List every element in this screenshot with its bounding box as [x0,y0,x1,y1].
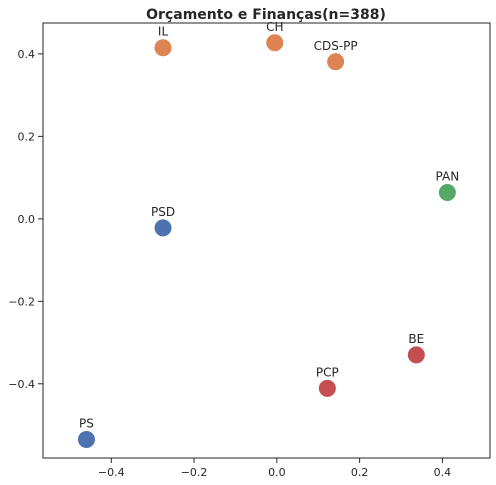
data-point-ch [265,33,285,53]
plot-frame [42,22,491,459]
y-tick-label: −0.4 [8,378,35,391]
x-tick-label: 0.0 [268,466,286,479]
y-tick-label: 0.4 [18,48,36,61]
data-point-pcp [317,378,337,398]
data-point-il [153,38,173,58]
point-label: BE [408,332,424,346]
x-tick-label: 0.2 [351,466,369,479]
point-label: PS [79,416,94,430]
point-label: PCP [316,365,339,379]
data-point-ps [76,429,96,449]
point-label: CDS-PP [314,39,358,53]
x-tick-label: 0.4 [434,466,452,479]
data-point-cds-pp [326,52,346,72]
y-axis: −0.4 −0.2 0.0 0.2 0.4 [8,48,43,391]
x-axis: −0.4 −0.2 0.0 0.2 0.4 [98,458,451,479]
data-point-be [406,345,426,365]
y-tick-label: 0.0 [18,213,36,226]
x-tick-label: −0.4 [98,466,125,479]
point-label: PSD [151,205,175,219]
data-point-pan [437,182,457,202]
x-tick-label: −0.2 [181,466,208,479]
point-label: IL [158,25,169,39]
data-point-psd [153,218,173,238]
y-tick-label: 0.2 [18,130,36,143]
data-points: IL CH CDS-PP PAN PSD BE PCP PS [76,20,460,449]
chart-title: Orçamento e Finanças(n=388) [146,7,386,23]
point-label: CH [266,20,283,34]
y-tick-label: −0.2 [8,295,35,308]
point-label: PAN [436,169,460,183]
